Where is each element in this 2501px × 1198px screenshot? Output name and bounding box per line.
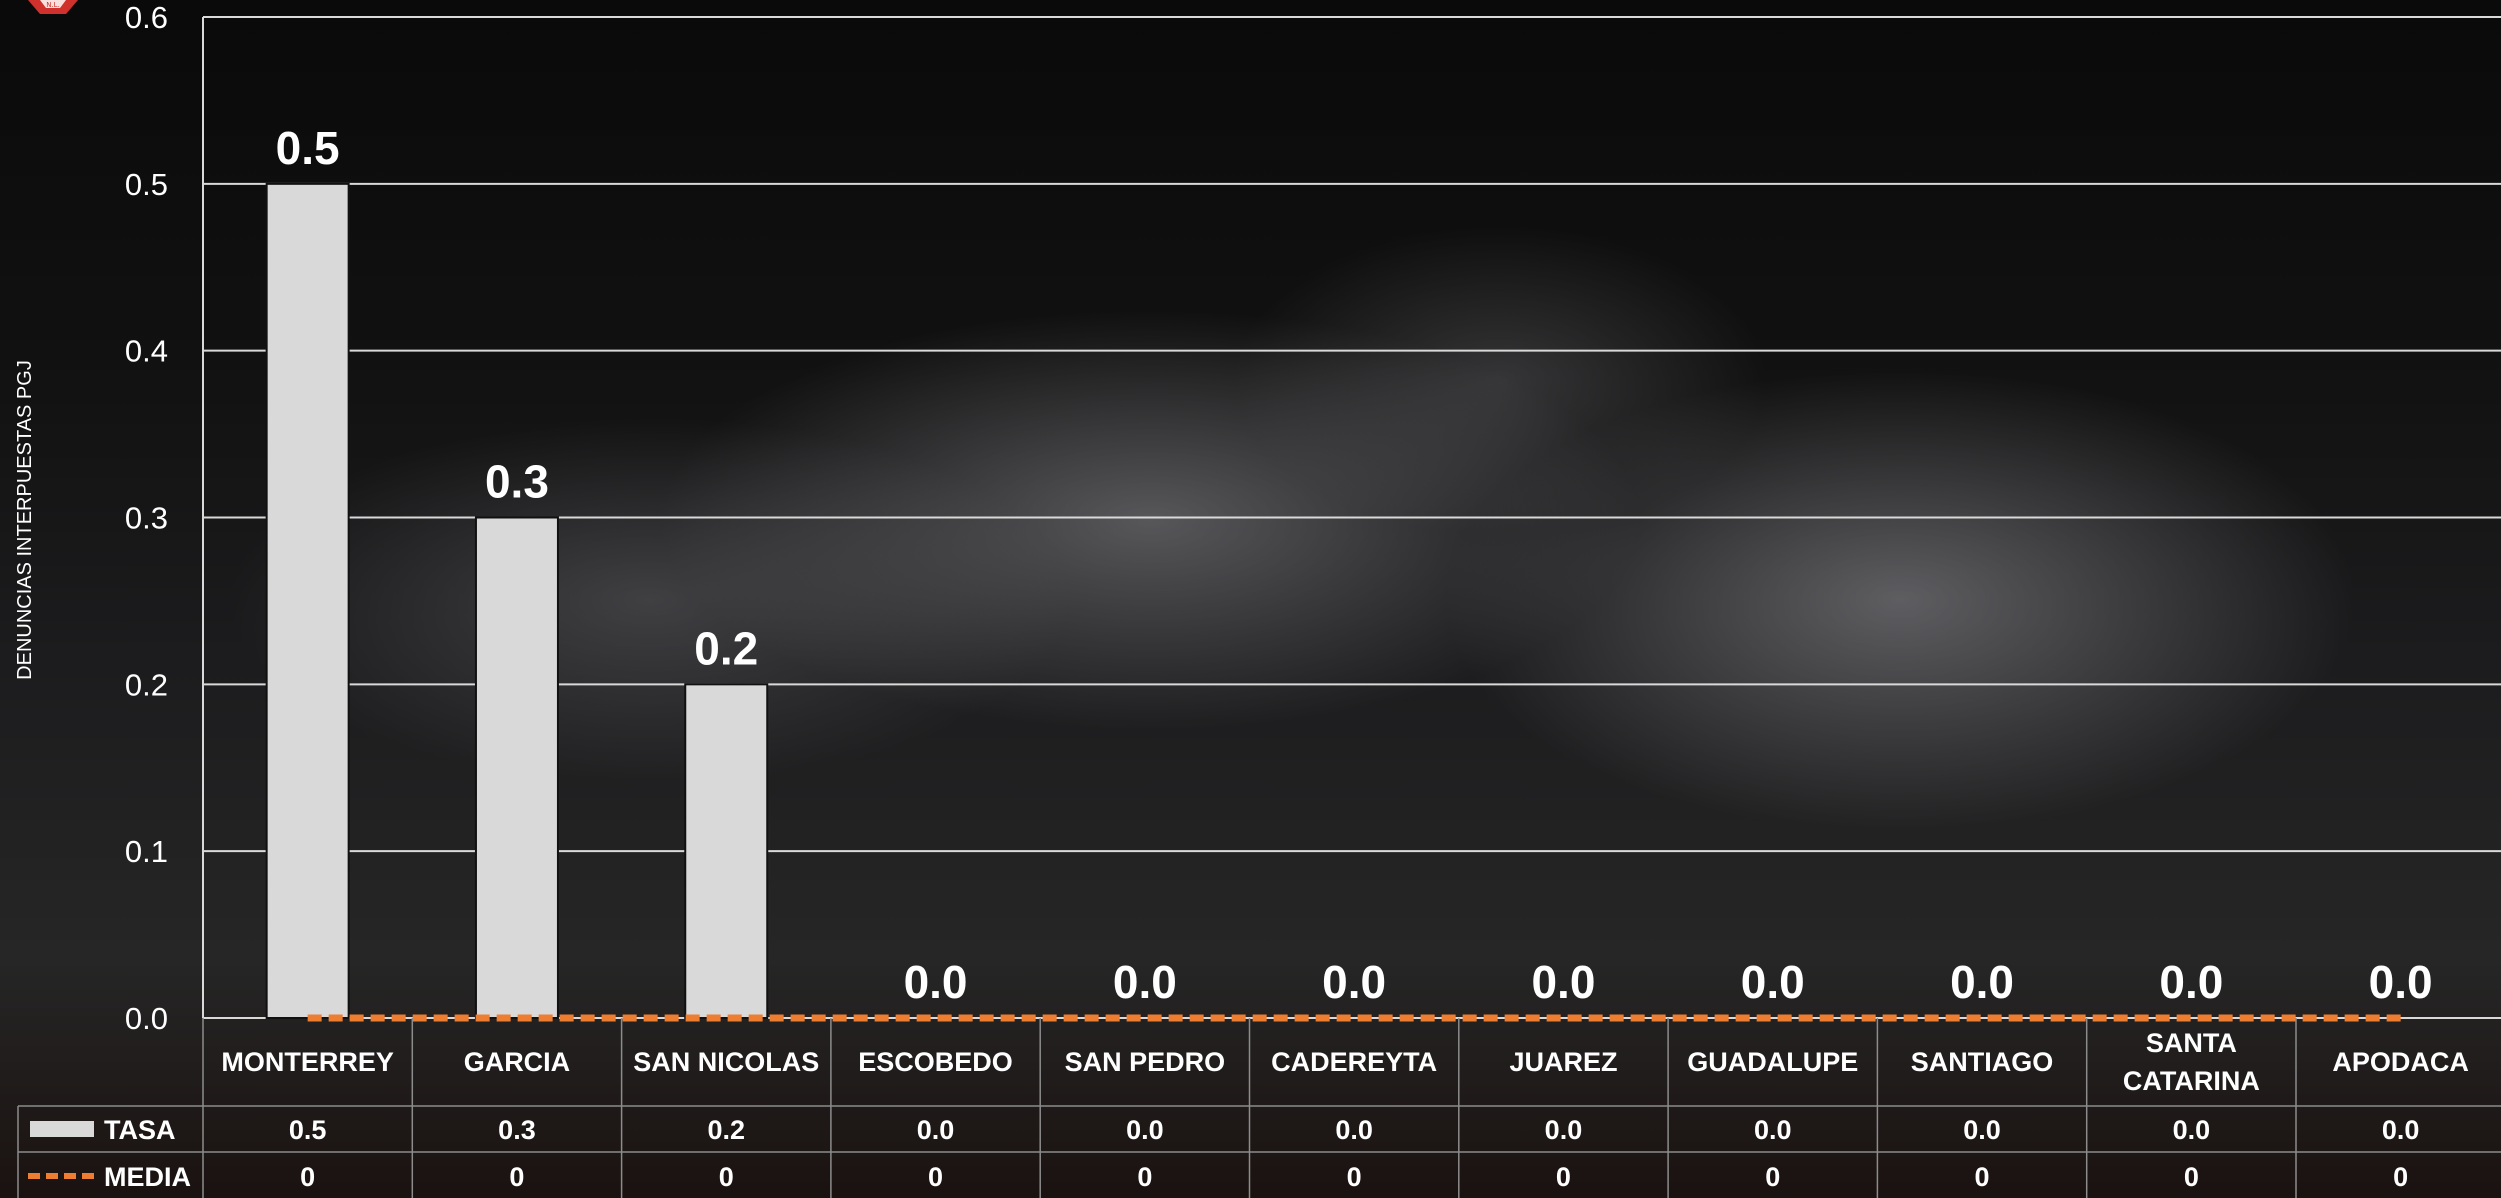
y-tick-label: 0.6	[125, 0, 168, 35]
category-label: ESCOBEDO	[858, 1047, 1013, 1077]
bar-data-label: 0.3	[485, 456, 549, 508]
category-label: SAN PEDRO	[1065, 1047, 1226, 1077]
table-cell-media: 0	[2184, 1162, 2199, 1192]
category-label: GUADALUPE	[1687, 1047, 1858, 1077]
legend-label-tasa: TASA	[104, 1115, 176, 1145]
table-cell-media: 0	[1765, 1162, 1780, 1192]
bar-data-label: 0.0	[1113, 956, 1177, 1008]
table-cell-media: 0	[1347, 1162, 1362, 1192]
bar	[265, 182, 350, 1020]
bar-data-label: 0.0	[1531, 956, 1595, 1008]
table-cell-media: 0	[300, 1162, 315, 1192]
table-cell-tasa: 0.0	[1754, 1115, 1792, 1145]
logo-text: N.L.	[46, 1, 60, 9]
bar-data-label: 0.2	[694, 622, 758, 674]
category-label: JUAREZ	[1509, 1047, 1617, 1077]
bar-data-label: 0.0	[2159, 956, 2223, 1008]
category-label: SANTIAGO	[1911, 1047, 2054, 1077]
table-cell-media: 0	[2393, 1162, 2408, 1192]
bar	[684, 683, 769, 1019]
bar-data-label: 0.0	[2369, 956, 2433, 1008]
category-label: CADEREYTA	[1271, 1047, 1437, 1077]
legend-label-media: MEDIA	[104, 1162, 191, 1192]
table-cell-tasa: 0.0	[2173, 1115, 2211, 1145]
category-label: SAN NICOLAS	[633, 1047, 819, 1077]
category-label: SANTA	[2146, 1028, 2237, 1058]
table-cell-media: 0	[1975, 1162, 1990, 1192]
y-tick-label: 0.1	[125, 834, 168, 869]
y-tick-label: 0.5	[125, 167, 168, 202]
logo-icon: N.L.	[28, 0, 78, 14]
bar	[474, 516, 559, 1019]
table-cell-tasa: 0.0	[917, 1115, 955, 1145]
table-cell-media: 0	[509, 1162, 524, 1192]
table-cell-media: 0	[719, 1162, 734, 1192]
legend-key-tasa	[30, 1121, 94, 1137]
bar-data-label: 0.0	[1322, 956, 1386, 1008]
bar-data-label: 0.0	[1950, 956, 2014, 1008]
category-label: MONTERREY	[221, 1047, 394, 1077]
table-cell-tasa: 0.0	[1963, 1115, 2001, 1145]
table-cell-tasa: 0.5	[289, 1115, 327, 1145]
table-cell-tasa: 0.0	[2382, 1115, 2420, 1145]
table-cell-tasa: 0.2	[707, 1115, 745, 1145]
category-label: CATARINA	[2123, 1066, 2260, 1096]
y-tick-label: 0.4	[125, 334, 168, 369]
bar-data-label: 0.5	[276, 122, 340, 174]
table-cell-tasa: 0.0	[1335, 1115, 1373, 1145]
category-label: GARCIA	[464, 1047, 571, 1077]
bar-data-label: 0.0	[1741, 956, 1805, 1008]
y-axis-label: DENUNCIAS INTERPUESTAS PGJ	[14, 360, 36, 680]
y-tick-label: 0.2	[125, 667, 168, 702]
table-cell-tasa: 0.3	[498, 1115, 536, 1145]
y-tick-label: 0.3	[125, 501, 168, 536]
table-cell-media: 0	[1556, 1162, 1571, 1192]
table-cell-tasa: 0.0	[1126, 1115, 1164, 1145]
table-cell-media: 0	[928, 1162, 943, 1192]
table-cell-media: 0	[1137, 1162, 1152, 1192]
y-tick-label: 0.0	[125, 1001, 168, 1036]
category-label: APODACA	[2332, 1047, 2469, 1077]
bar-data-label: 0.0	[904, 956, 968, 1008]
table-cell-tasa: 0.0	[1545, 1115, 1583, 1145]
